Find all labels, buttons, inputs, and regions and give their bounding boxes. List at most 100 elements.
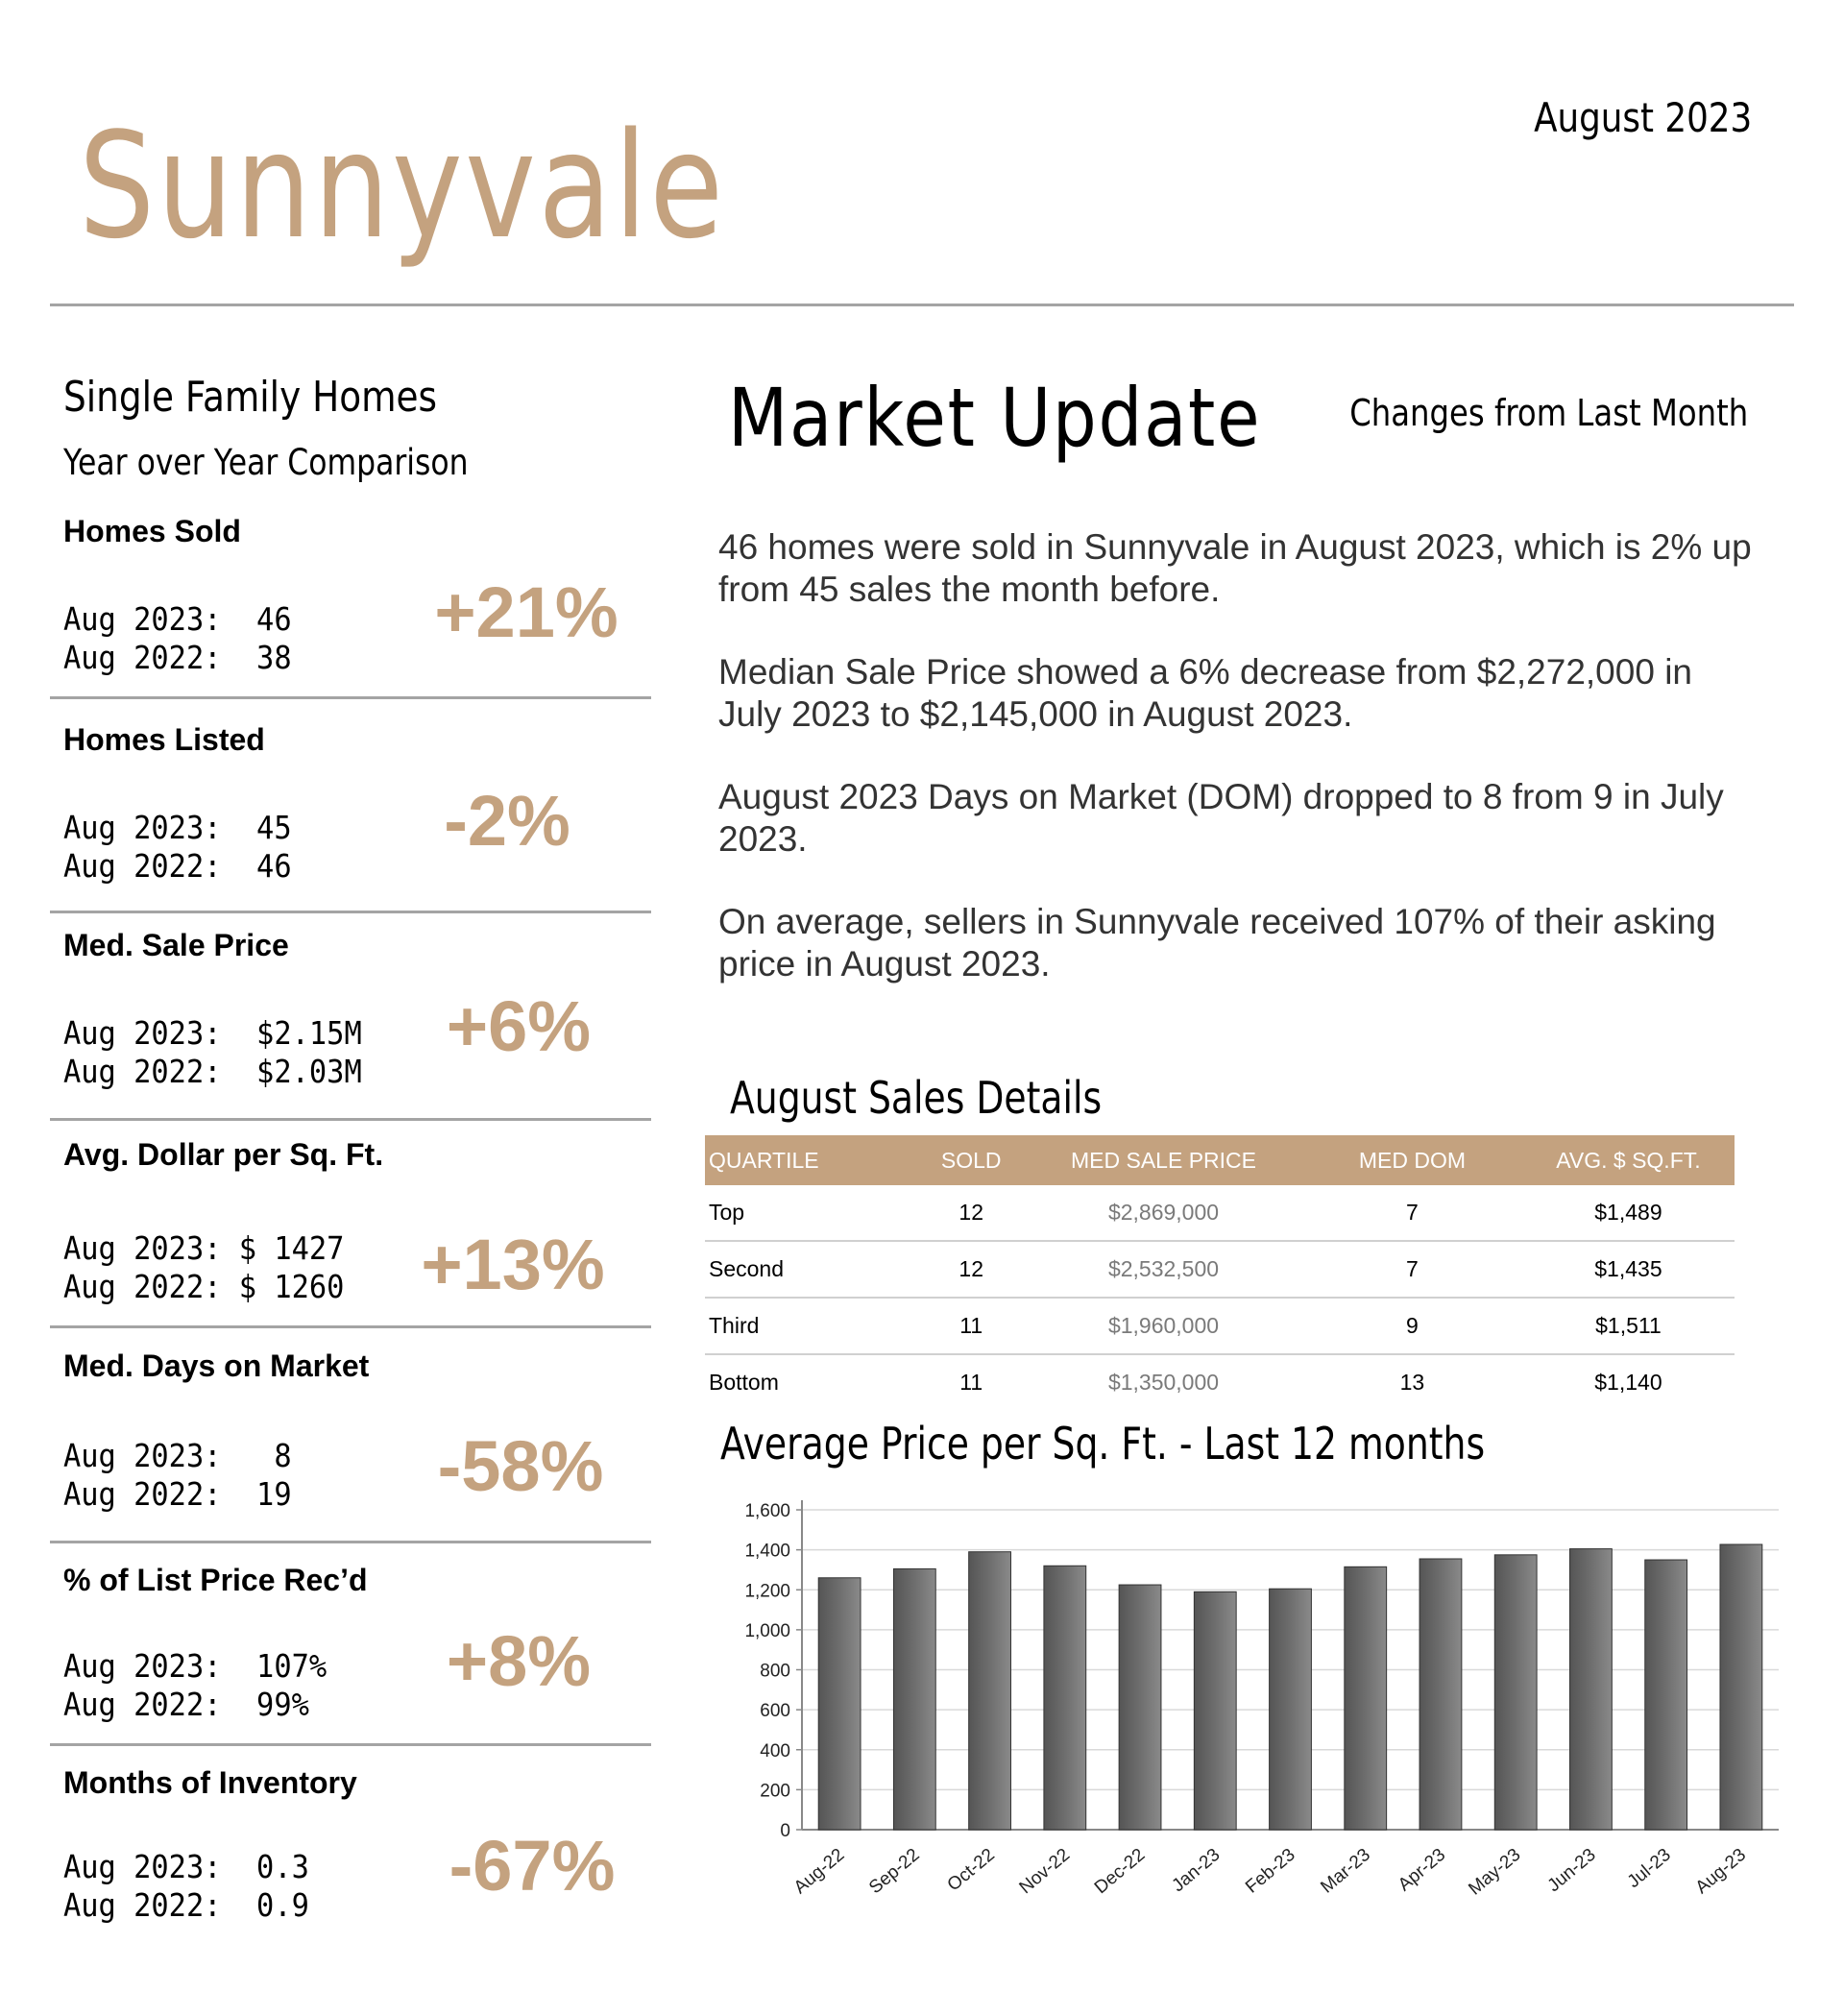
table-cell: Second — [705, 1241, 918, 1299]
y-tick-label: 800 — [760, 1662, 790, 1682]
summary-paragraph: August 2023 Days on Market (DOM) dropped… — [718, 777, 1724, 859]
y-tick-label: 1,200 — [744, 1581, 790, 1601]
x-tick-label: Aug-23 — [1692, 1845, 1750, 1898]
x-tick-label: Nov-22 — [1016, 1845, 1074, 1898]
section-subtitle: Year over Year Comparison — [63, 442, 469, 483]
table-row: Second 12 $2,532,500 7 $1,435 — [705, 1241, 1735, 1299]
column-header: MED SALE PRICE — [1025, 1135, 1302, 1185]
bar — [1193, 1591, 1237, 1831]
x-tick-label: Dec-22 — [1091, 1845, 1149, 1898]
table-cell: 11 — [959, 1370, 983, 1395]
table-cell: $1,511 — [1521, 1298, 1735, 1355]
table-cell: $1,140 — [1594, 1370, 1662, 1395]
table-cell: 11 — [917, 1298, 1026, 1355]
metric-previous-value: Aug 2022: 99% — [63, 1686, 309, 1723]
table-cell: $1,435 — [1521, 1241, 1735, 1299]
bar — [1344, 1566, 1388, 1831]
metric-previous-value: Aug 2022: 19 — [63, 1475, 292, 1513]
y-tick-label: 600 — [760, 1701, 790, 1721]
x-tick-label: Feb-23 — [1242, 1845, 1299, 1898]
metric-label: Med. Days on Market — [63, 1348, 370, 1383]
column-header: AVG. $ SQ.FT. — [1521, 1135, 1735, 1185]
x-tick-label: Sep-22 — [865, 1845, 923, 1898]
table-cell: Top — [705, 1185, 918, 1242]
metric-divider — [50, 1325, 651, 1328]
metric-current-value: Aug 2023: 45 — [63, 809, 292, 846]
bar — [1493, 1554, 1538, 1831]
bar — [892, 1567, 936, 1831]
x-tick-label: Oct-22 — [944, 1845, 999, 1896]
metric-current-value: Aug 2023: 8 — [63, 1437, 292, 1474]
table-cell: Third — [705, 1298, 918, 1355]
table-cell: $1,350,000 — [1107, 1370, 1220, 1395]
bar — [1043, 1565, 1087, 1831]
y-tick-label: 1,000 — [744, 1621, 790, 1641]
x-tick-label: Aug-22 — [790, 1845, 848, 1898]
table-cell: $1,489 — [1521, 1185, 1735, 1242]
metric-current-value: Aug 2023: 107% — [63, 1647, 328, 1685]
changes-label: Changes from Last Month — [1349, 392, 1748, 434]
summary-paragraph: Median Sale Price showed a 6% decrease f… — [718, 652, 1692, 734]
metric-previous-value: Aug 2022: $ 1260 — [63, 1268, 345, 1305]
table-cell: 12 — [917, 1185, 1026, 1242]
y-tick-label: 1,600 — [744, 1501, 790, 1521]
bar — [1569, 1548, 1613, 1831]
metric-change: -2% — [444, 781, 570, 861]
x-tick-label: Jul-23 — [1624, 1845, 1675, 1892]
y-tick-label: 1,400 — [744, 1542, 790, 1562]
table-row: Top 12 $2,869,000 7 $1,489 — [705, 1185, 1735, 1242]
x-tick-label: May-23 — [1465, 1845, 1524, 1900]
metric-change: +21% — [434, 572, 619, 652]
x-tick-label: Jan-23 — [1168, 1845, 1224, 1896]
summary-paragraph: 46 homes were sold in Sunnyvale in Augus… — [718, 527, 1752, 609]
metric-change: +8% — [446, 1621, 592, 1701]
metric-divider — [50, 1118, 651, 1121]
metric-label: Med. Sale Price — [63, 928, 289, 962]
metric-label: % of List Price Rec’d — [63, 1563, 368, 1597]
bar — [1644, 1559, 1688, 1831]
bar — [817, 1577, 861, 1831]
metric-previous-value: Aug 2022: 0.9 — [63, 1886, 309, 1924]
metric-change: +13% — [421, 1225, 605, 1304]
city-title: Sunnyvale — [79, 101, 726, 271]
y-tick-label: 400 — [760, 1741, 790, 1761]
table-cell: Bottom — [709, 1370, 779, 1395]
metric-previous-value: Aug 2022: 46 — [63, 847, 292, 885]
metric-previous-value: Aug 2022: 38 — [63, 639, 292, 676]
column-header: MED DOM — [1301, 1135, 1522, 1185]
metric-current-value: Aug 2023: $2.15M — [63, 1014, 362, 1052]
metric-change: +6% — [446, 986, 592, 1066]
bar — [1419, 1558, 1463, 1831]
summary-paragraph: On average, sellers in Sunnyvale receive… — [718, 902, 1716, 984]
table-cell: 12 — [917, 1241, 1026, 1299]
report-date: August 2023 — [1533, 94, 1752, 141]
x-tick-label: Apr-23 — [1395, 1845, 1449, 1896]
market-update-title: Market Update — [728, 371, 1262, 465]
metric-change: -58% — [437, 1426, 604, 1506]
metric-label: Avg. Dollar per Sq. Ft. — [63, 1137, 384, 1172]
metric-divider — [50, 1541, 651, 1543]
sales-details-title: August Sales Details — [730, 1072, 1103, 1124]
table-cell: 9 — [1301, 1298, 1522, 1355]
metric-change: -67% — [449, 1826, 616, 1906]
section-title: Single Family Homes — [63, 373, 438, 422]
x-tick-label: Mar-23 — [1317, 1845, 1374, 1898]
y-tick-label: 0 — [780, 1821, 790, 1841]
bar — [968, 1551, 1011, 1831]
metric-divider — [50, 911, 651, 913]
chart-title: Average Price per Sq. Ft. - Last 12 mont… — [720, 1418, 1486, 1469]
metric-current-value: Aug 2023: $ 1427 — [63, 1229, 345, 1267]
bar — [1719, 1543, 1763, 1831]
column-header: SOLD — [917, 1135, 1026, 1185]
header-divider — [50, 304, 1794, 306]
bar — [1118, 1584, 1162, 1831]
metric-current-value: Aug 2023: 0.3 — [63, 1848, 309, 1885]
table-cell: $2,532,500 — [1025, 1241, 1302, 1299]
table-header-row: QUARTILE SOLD MED SALE PRICE MED DOM AVG… — [705, 1135, 1735, 1185]
y-tick-label: 200 — [760, 1781, 790, 1801]
table-cell: 7 — [1301, 1241, 1522, 1299]
x-tick-label: Jun-23 — [1544, 1845, 1600, 1896]
table-cell: 7 — [1301, 1185, 1522, 1242]
metric-divider — [50, 696, 651, 699]
price-per-sqft-chart: 0 200 400 600 800 1,000 1,200 1,400 1,600 Aug-22 S… — [744, 1500, 1779, 1900]
